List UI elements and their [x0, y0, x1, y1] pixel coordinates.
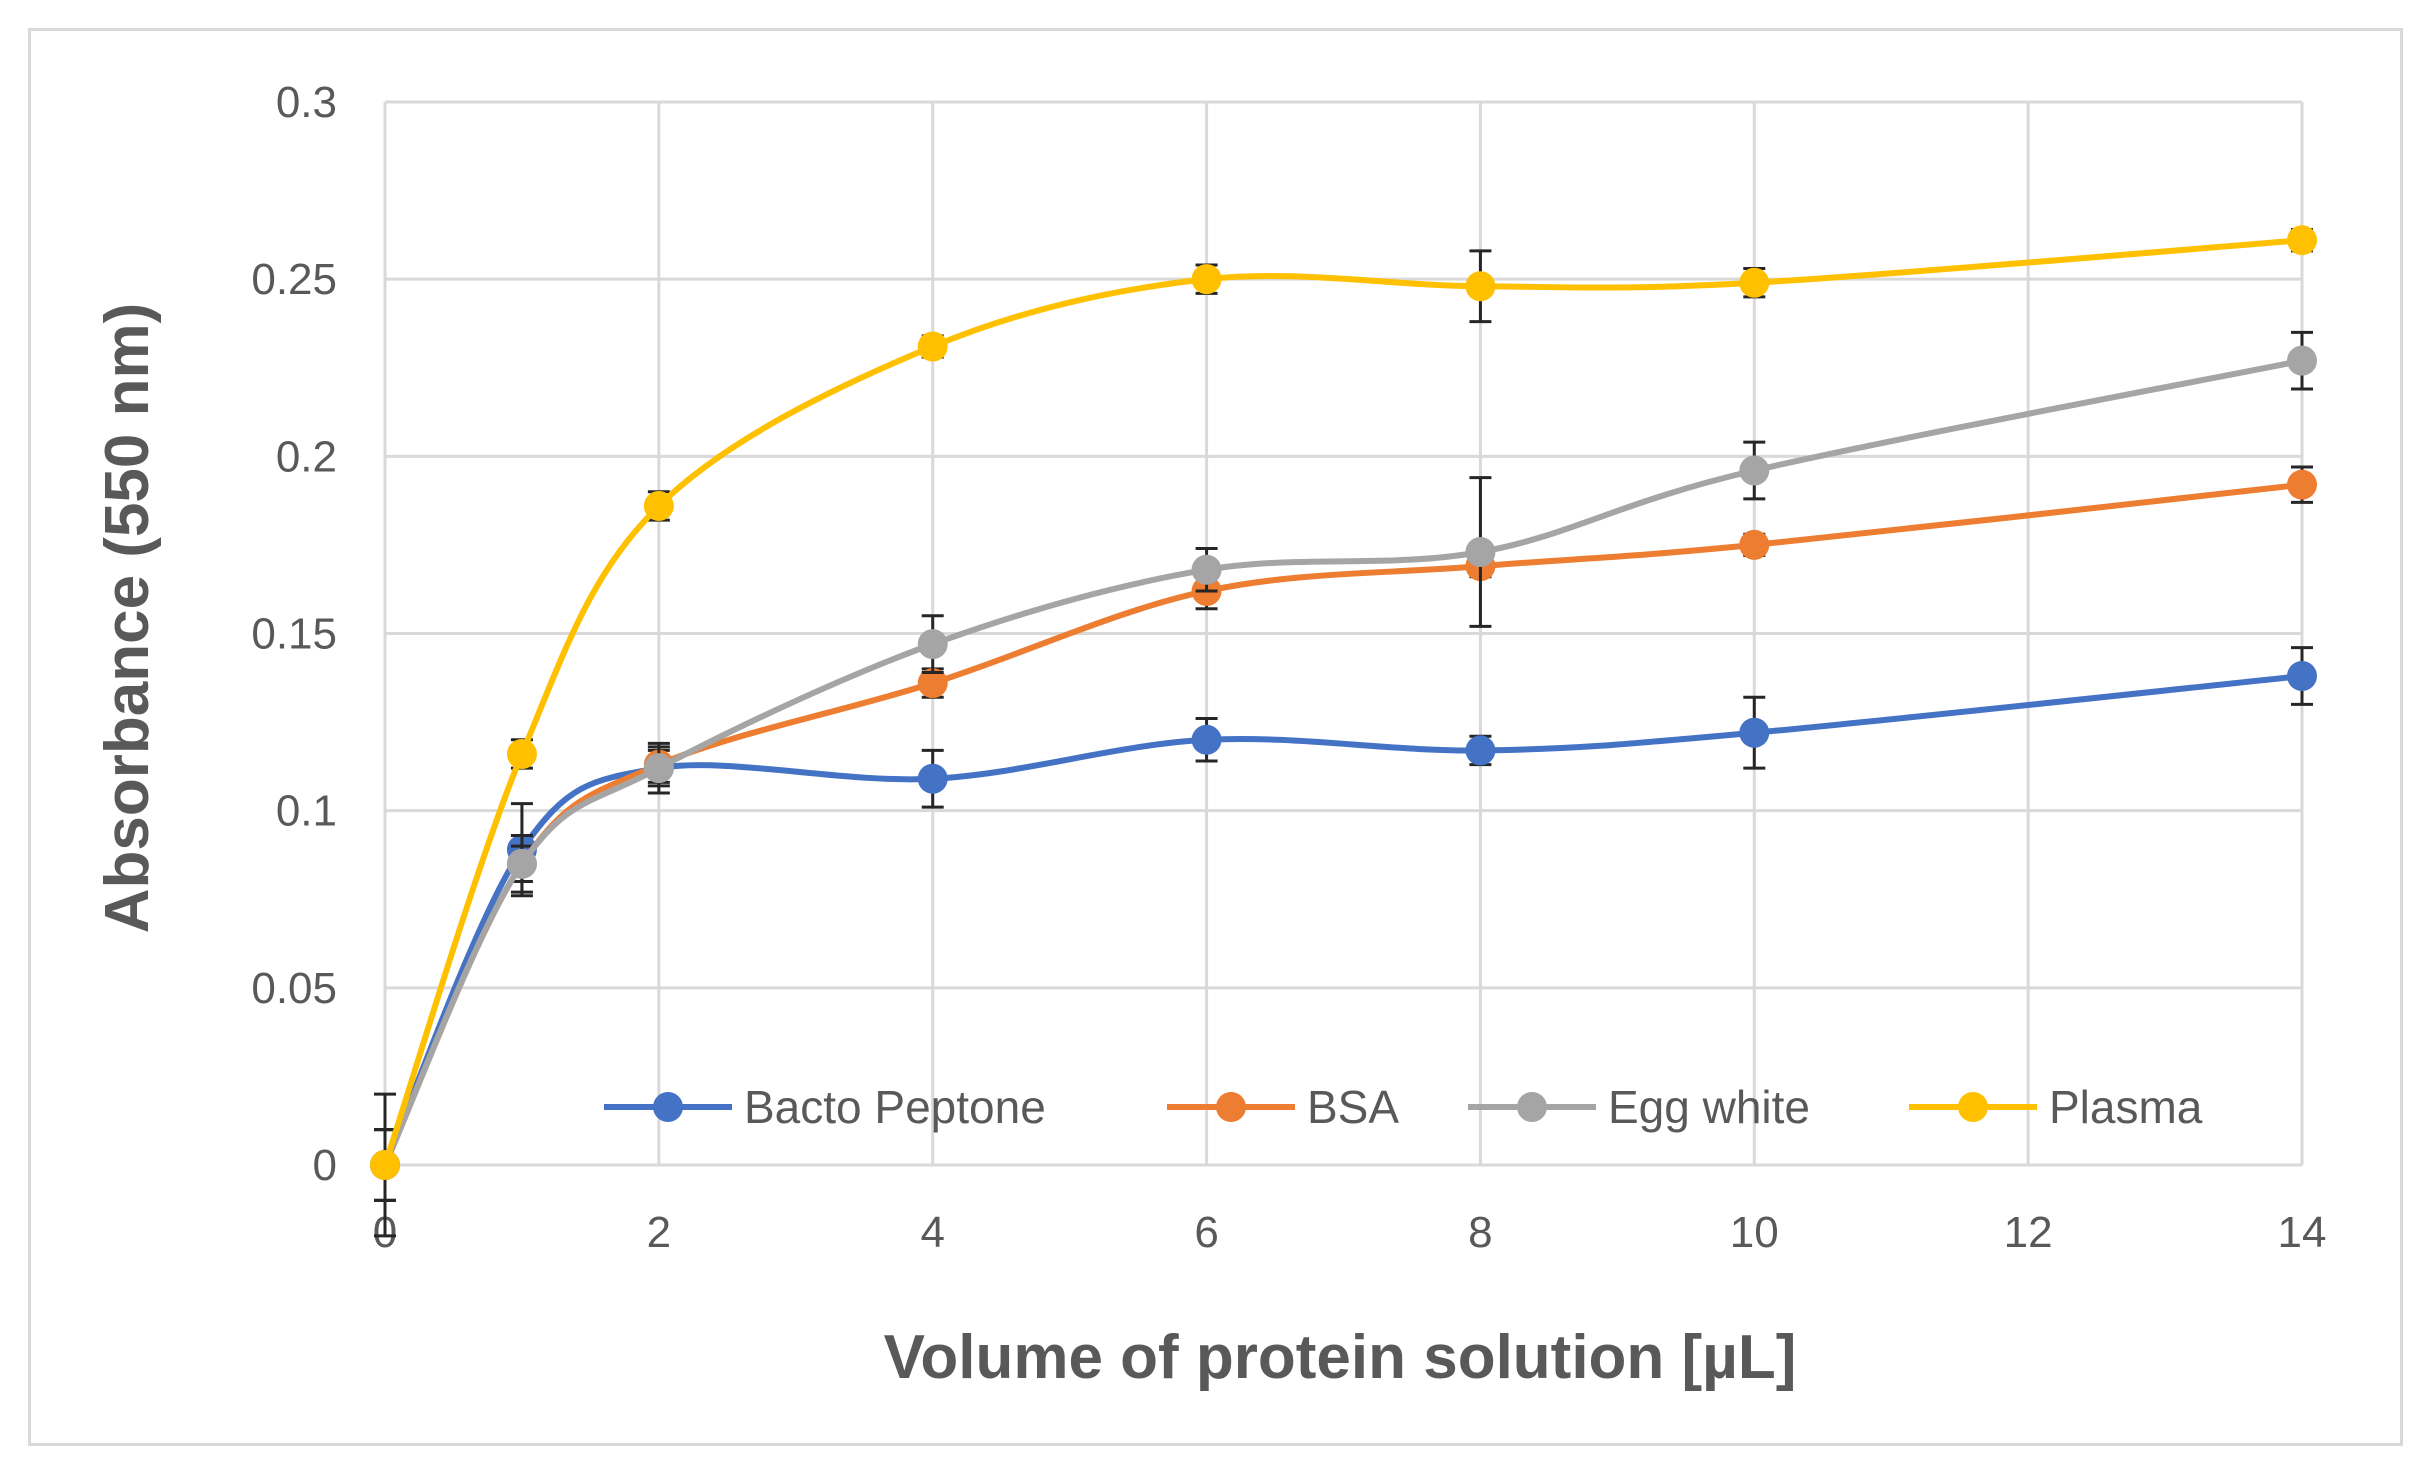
data-point-egg-white	[1739, 455, 1770, 486]
legend-marker	[1216, 1092, 1246, 1122]
legend-item-plasma: Plasma	[1909, 1081, 2203, 1133]
legend: Bacto Peptone BSA Egg white Plasma	[604, 1081, 2203, 1133]
data-point-bsa	[2287, 469, 2317, 500]
legend-item-egg-white: Egg white	[1468, 1081, 1810, 1133]
series-group	[370, 225, 2317, 1238]
data-point-bacto-peptone	[1739, 717, 1770, 748]
series-line-plasma	[382, 237, 2305, 1168]
y-tick-label: 0	[313, 1141, 337, 1190]
data-point-egg-white	[917, 629, 948, 660]
legend-marker	[653, 1092, 683, 1122]
data-point-plasma	[370, 1150, 400, 1180]
legend-label: Bacto Peptone	[744, 1081, 1046, 1133]
series-line-egg-white	[382, 357, 2305, 1168]
x-tick-label: 2	[647, 1208, 671, 1257]
y-tick-label: 0.3	[276, 78, 337, 127]
x-axis-ticks: 0 2 4 6 8 10 12 14	[373, 1208, 2327, 1257]
y-tick-label: 0.25	[251, 255, 337, 304]
data-point-plasma	[1465, 271, 1496, 302]
y-tick-label: 0.05	[251, 964, 337, 1013]
y-axis-title: Absorbance (550 nm)	[93, 303, 162, 934]
data-point-plasma	[643, 490, 674, 521]
data-point-plasma	[506, 738, 537, 769]
legend-label: Egg white	[1608, 1081, 1810, 1133]
y-tick-label: 0.1	[276, 787, 337, 836]
x-tick-label: 8	[1468, 1208, 1492, 1257]
data-point-egg-white	[506, 848, 537, 879]
legend-label: BSA	[1307, 1081, 1399, 1133]
y-tick-label: 0.2	[276, 432, 337, 481]
data-point-egg-white	[1465, 537, 1496, 568]
data-point-bacto-peptone	[917, 763, 948, 794]
x-tick-label: 12	[2004, 1208, 2053, 1257]
legend-item-bacto-peptone: Bacto Peptone	[604, 1081, 1046, 1133]
legend-marker	[1517, 1092, 1547, 1122]
x-tick-label: 6	[1194, 1208, 1218, 1257]
x-tick-label: 14	[2278, 1208, 2327, 1257]
data-point-bacto-peptone	[1465, 735, 1496, 766]
x-axis-title: Volume of protein solution [µL]	[884, 1323, 1797, 1392]
data-point-bsa	[1739, 529, 1770, 560]
data-point-bacto-peptone	[2287, 661, 2317, 692]
y-tick-label: 0.15	[251, 610, 337, 659]
data-point-egg-white	[643, 753, 674, 784]
legend-item-bsa: BSA	[1167, 1081, 1399, 1133]
data-point-egg-white	[2287, 345, 2317, 376]
data-point-plasma	[1191, 264, 1222, 295]
data-point-plasma	[1739, 267, 1770, 298]
x-tick-label: 4	[920, 1208, 944, 1257]
chart-border	[28, 28, 2403, 1446]
data-point-plasma	[2287, 225, 2317, 256]
data-point-plasma	[917, 331, 948, 362]
series-line-bsa	[382, 481, 2305, 1168]
y-axis-ticks: 0 0.05 0.1 0.15 0.2 0.25 0.3	[251, 78, 337, 1190]
legend-marker	[1958, 1092, 1988, 1122]
data-point-bsa	[917, 668, 948, 699]
series-bacto-peptone	[370, 646, 2317, 1238]
series-plasma	[370, 225, 2317, 1202]
x-tick-label: 10	[1730, 1208, 1779, 1257]
data-point-bacto-peptone	[1191, 724, 1222, 755]
data-point-egg-white	[1191, 554, 1222, 585]
legend-label: Plasma	[2049, 1081, 2203, 1133]
series-egg-white	[370, 330, 2317, 1202]
